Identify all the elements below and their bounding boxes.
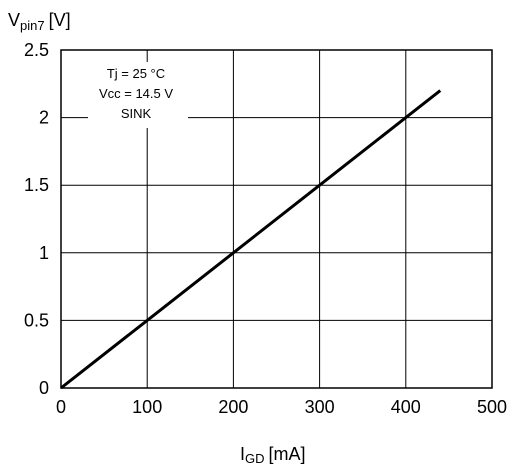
y-tick-label: 2 [39,108,49,128]
y-axis-label-main: V [8,10,20,30]
y-tick-label: 1 [39,243,49,263]
annotation-line-3: SINK [121,106,152,121]
x-tick-label: 0 [56,397,66,417]
annotation-line-2: Vcc = 14.5 V [99,86,173,101]
grid [61,50,492,388]
annotation-background [88,62,188,128]
plot-frame [60,49,493,389]
series-line [60,89,442,390]
y-tick-label: 1.5 [24,175,49,195]
y-axis-label-unit: [V] [49,10,71,30]
series-group [60,89,442,390]
x-tick-label: 200 [218,397,248,417]
x-tick-label: 300 [305,397,335,417]
y-tick-label: 2.5 [24,40,49,60]
y-axis-label-subscript: pin7 [20,18,45,33]
x-tick-label: 400 [391,397,421,417]
x-axis-label: IGD [mA] [240,444,306,466]
x-axis-label-main: I [240,444,245,464]
x-axis-label-unit: [mA] [269,444,306,464]
y-tick-label: 0.5 [24,310,49,330]
y-axis-label: Vpin7 [V] [8,10,71,33]
x-tick-label: 500 [477,397,507,417]
tick-labels: 0 100 200 300 400 500 0 0.5 1 1.5 2 2.5 [24,40,507,417]
y-tick-label: 0 [39,378,49,398]
x-tick-label: 100 [132,397,162,417]
x-axis-label-subscript: GD [245,451,265,466]
annotation-line-1: Tj = 25 °C [107,66,165,81]
